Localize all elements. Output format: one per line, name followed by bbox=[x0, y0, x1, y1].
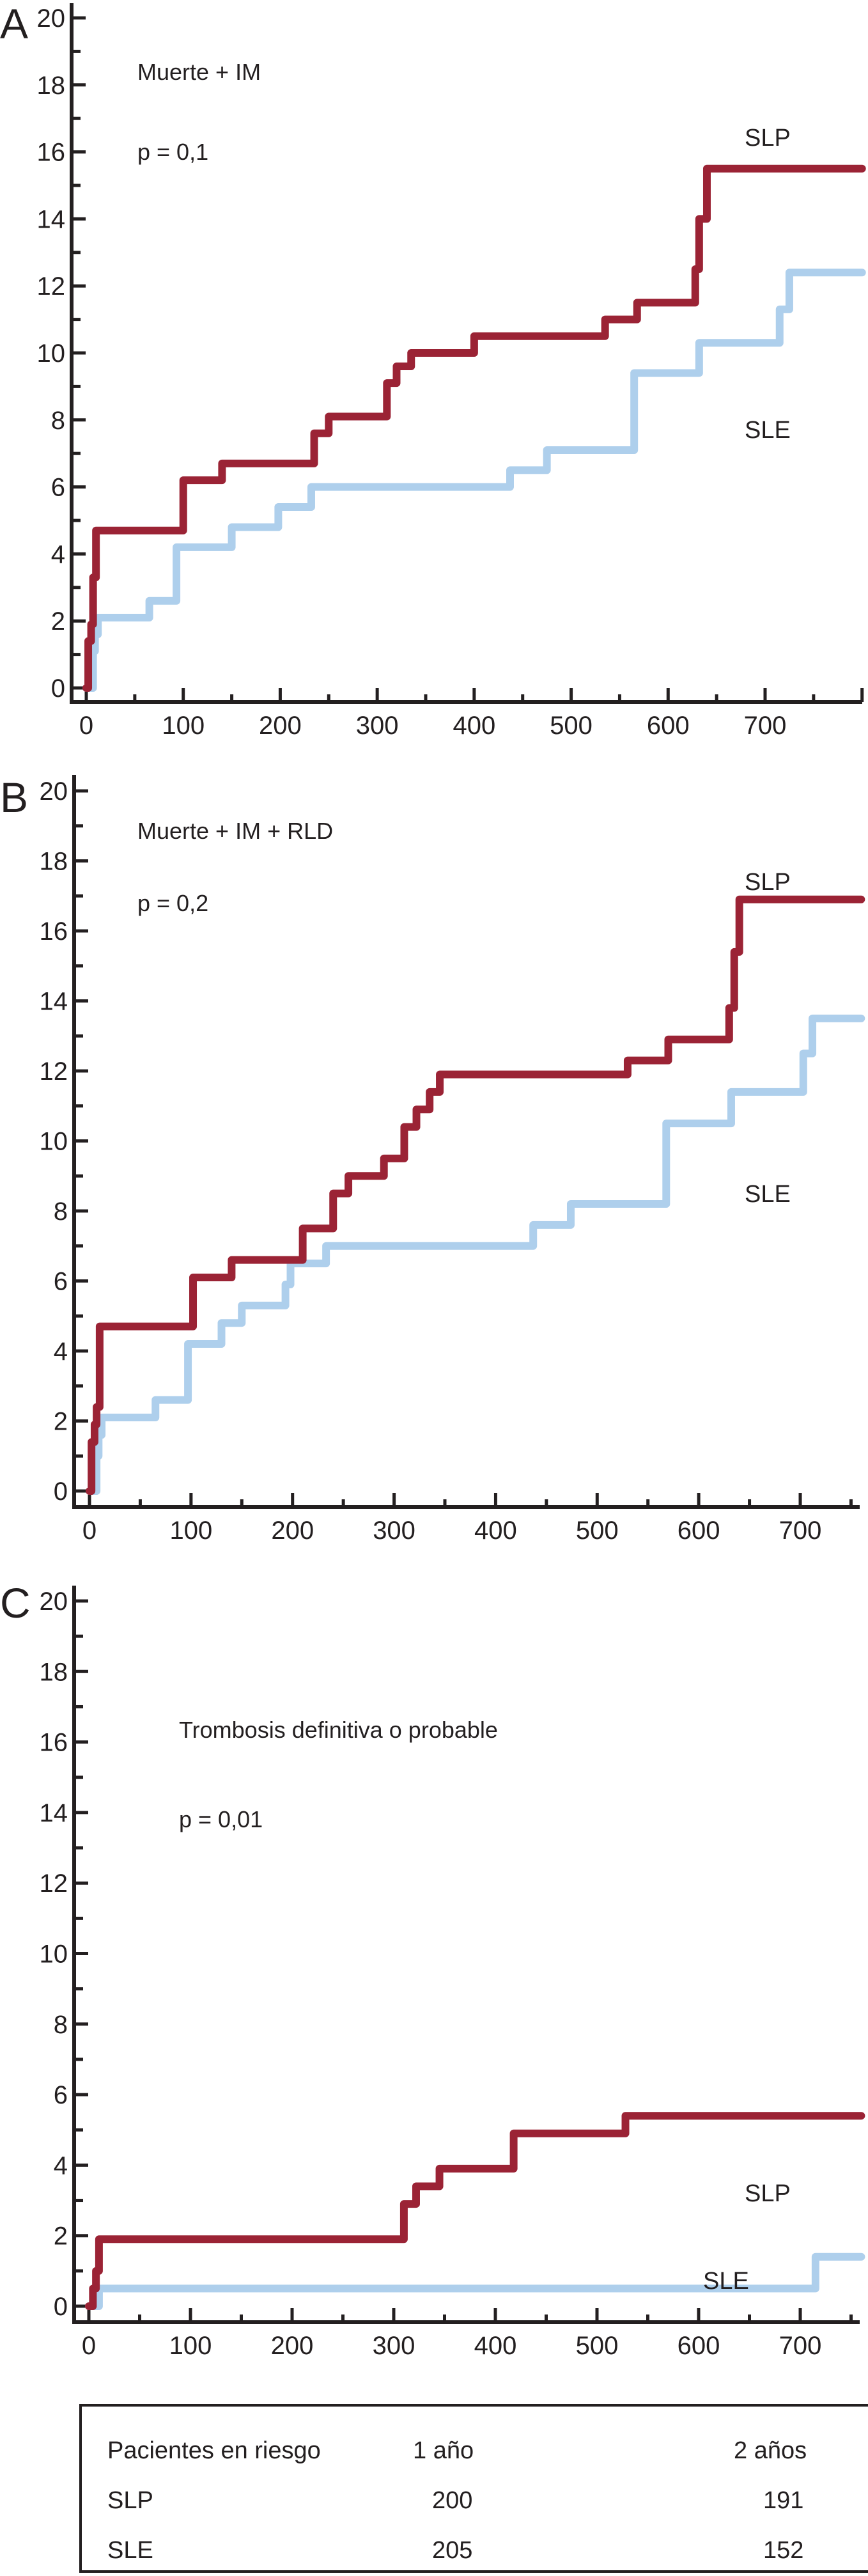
x-tick-label: 200 bbox=[271, 1517, 314, 1545]
x-tick-label: 100 bbox=[169, 1517, 212, 1545]
curve-slp bbox=[85, 2112, 865, 2310]
y-tick-label: 4 bbox=[54, 1338, 68, 1366]
y-tick-label: 4 bbox=[54, 2151, 68, 2180]
y-tick-label: 8 bbox=[51, 407, 65, 435]
x-tick-label: 700 bbox=[744, 712, 787, 740]
x-tick-label: 400 bbox=[474, 2332, 517, 2360]
y-tick-label: 18 bbox=[37, 72, 66, 100]
y-tick-label: 16 bbox=[40, 1729, 68, 1757]
panel-letter: A bbox=[0, 0, 28, 47]
series-label-sle: SLE bbox=[703, 2268, 749, 2295]
p-value: p = 0,2 bbox=[137, 890, 208, 916]
y-tick-label: 12 bbox=[37, 272, 66, 301]
risk-header-2yr: 2 años bbox=[734, 2437, 807, 2464]
x-tick-label: 100 bbox=[162, 712, 205, 740]
x-tick-label: 300 bbox=[373, 1517, 415, 1545]
y-tick-label: 2 bbox=[54, 1408, 68, 1436]
x-tick-label: 0 bbox=[82, 2332, 96, 2360]
patients-at-risk-table: Pacientes en riesgo 1 año 2 años SLP 200… bbox=[79, 2404, 868, 2573]
y-tick-label: 0 bbox=[54, 1478, 68, 1506]
y-tick-label: 12 bbox=[40, 1870, 68, 1898]
risk-row-sle-group: SLE bbox=[107, 2537, 153, 2564]
y-tick-label: 6 bbox=[54, 2081, 68, 2109]
panel-title: Muerte + IM + RLD bbox=[137, 818, 333, 844]
risk-header-1yr: 1 año bbox=[413, 2437, 474, 2464]
x-tick-label: 0 bbox=[82, 1517, 97, 1545]
y-tick-label: 8 bbox=[54, 2011, 68, 2039]
curve-sle bbox=[86, 1014, 865, 1495]
x-tick-label: 700 bbox=[779, 2332, 822, 2360]
y-tick-label: 10 bbox=[37, 340, 66, 368]
y-tick-label: 6 bbox=[51, 474, 65, 502]
curve-sle bbox=[82, 269, 866, 692]
x-tick-label: 500 bbox=[550, 712, 593, 740]
series-label-slp: SLP bbox=[745, 2180, 791, 2207]
y-tick-label: 16 bbox=[40, 917, 68, 946]
x-tick-label: 700 bbox=[779, 1517, 822, 1545]
curve-sle bbox=[85, 2252, 865, 2310]
x-tick-label: 600 bbox=[678, 1517, 720, 1545]
y-tick-label: 20 bbox=[40, 777, 68, 806]
y-tick-label: 0 bbox=[54, 2293, 68, 2321]
panel-letter: C bbox=[0, 1579, 31, 1627]
risk-row-sle-2yr: 152 bbox=[763, 2537, 804, 2564]
x-tick-label: 200 bbox=[259, 712, 302, 740]
y-tick-label: 16 bbox=[37, 139, 66, 167]
risk-row-slp-group: SLP bbox=[107, 2487, 153, 2514]
x-tick-label: 600 bbox=[678, 2332, 720, 2360]
x-tick-label: 0 bbox=[79, 712, 93, 740]
y-tick-label: 14 bbox=[40, 1799, 68, 1827]
panel-letter: B bbox=[0, 774, 28, 821]
curve-slp bbox=[86, 895, 865, 1495]
y-tick-label: 0 bbox=[51, 675, 65, 703]
curve-slp bbox=[82, 164, 866, 692]
p-value: p = 0,01 bbox=[179, 1806, 263, 1832]
y-tick-label: 20 bbox=[37, 4, 66, 33]
x-tick-label: 400 bbox=[453, 712, 495, 740]
panel-title: Muerte + IM bbox=[137, 59, 261, 85]
x-tick-label: 300 bbox=[356, 712, 399, 740]
x-tick-label: 500 bbox=[576, 1517, 619, 1545]
risk-row-slp-2yr: 191 bbox=[763, 2487, 804, 2514]
y-tick-label: 2 bbox=[54, 2222, 68, 2251]
x-tick-label: 400 bbox=[474, 1517, 517, 1545]
x-tick-label: 600 bbox=[647, 712, 690, 740]
y-tick-label: 10 bbox=[40, 1128, 68, 1156]
panel-title: Trombosis definitiva o probable bbox=[179, 1717, 498, 1743]
risk-header-label: Pacientes en riesgo bbox=[107, 2437, 321, 2464]
x-tick-label: 200 bbox=[271, 2332, 314, 2360]
y-tick-label: 12 bbox=[40, 1058, 68, 1086]
y-tick-label: 10 bbox=[40, 1940, 68, 1969]
y-tick-label: 18 bbox=[40, 1658, 68, 1686]
p-value: p = 0,1 bbox=[137, 139, 208, 165]
series-label-sle: SLE bbox=[745, 1181, 791, 1208]
y-tick-label: 14 bbox=[40, 988, 68, 1016]
y-tick-label: 18 bbox=[40, 848, 68, 876]
y-tick-label: 6 bbox=[54, 1268, 68, 1296]
y-tick-label: 8 bbox=[54, 1198, 68, 1226]
risk-row-sle-1yr: 205 bbox=[432, 2537, 473, 2564]
series-label-slp: SLP bbox=[745, 125, 791, 152]
x-tick-label: 500 bbox=[576, 2332, 619, 2360]
x-tick-label: 100 bbox=[169, 2332, 212, 2360]
risk-row-slp-1yr: 200 bbox=[432, 2487, 473, 2514]
y-tick-label: 20 bbox=[40, 1588, 68, 1616]
y-tick-label: 2 bbox=[51, 607, 65, 636]
series-label-sle: SLE bbox=[745, 417, 791, 444]
x-tick-label: 300 bbox=[373, 2332, 415, 2360]
y-tick-label: 4 bbox=[51, 540, 65, 568]
y-tick-label: 14 bbox=[37, 205, 66, 233]
series-label-slp: SLP bbox=[745, 869, 791, 896]
